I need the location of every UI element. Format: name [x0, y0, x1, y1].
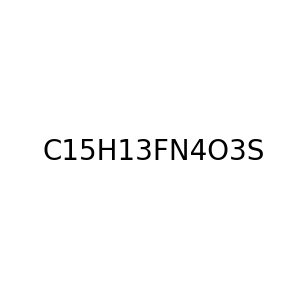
Text: C15H13FN4O3S: C15H13FN4O3S: [43, 137, 265, 166]
